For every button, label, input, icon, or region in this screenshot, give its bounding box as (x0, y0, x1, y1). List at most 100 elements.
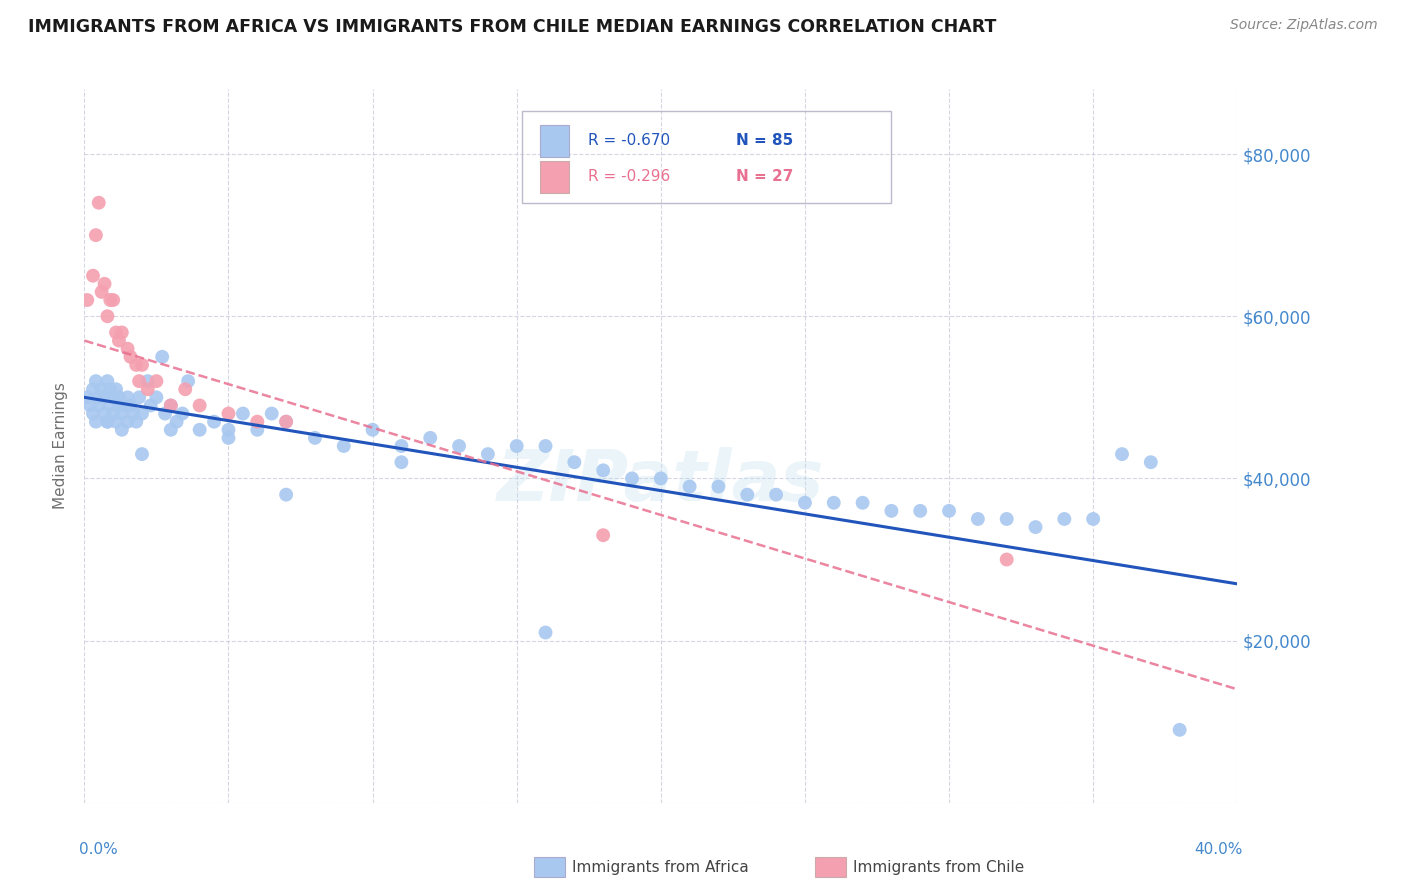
Point (995, 552, 1018, 566)
Point (125, 415, 148, 429)
Point (103, 407, 124, 421)
Point (96, 374, 118, 388)
Point (139, 399, 162, 413)
Point (108, 390, 131, 404)
Point (136, 374, 159, 388)
Bar (540, 125, 568, 157)
Point (82, 268, 104, 283)
Point (82, 382, 104, 396)
Text: 40.0%: 40.0% (1195, 842, 1243, 857)
Point (1111, 447, 1133, 461)
Point (391, 439, 413, 453)
Point (120, 350, 142, 364)
Point (96, 310, 118, 324)
Text: R = -0.296: R = -0.296 (588, 169, 671, 184)
Text: Immigrants from Africa: Immigrants from Africa (572, 860, 749, 874)
Point (276, 488, 298, 502)
Point (794, 496, 817, 510)
Point (276, 415, 298, 429)
Point (87, 390, 110, 404)
Bar (540, 161, 568, 193)
Point (679, 479, 702, 493)
Point (650, 471, 672, 485)
Point (82, 407, 104, 421)
Text: N = 85: N = 85 (735, 134, 793, 148)
Point (117, 342, 139, 356)
Bar (523, 111, 891, 203)
Point (188, 423, 211, 437)
Point (188, 399, 211, 413)
Point (117, 415, 139, 429)
Point (98, 399, 121, 413)
Point (153, 407, 176, 421)
Point (105, 382, 128, 396)
Point (87, 399, 110, 413)
Point (232, 407, 254, 421)
Point (419, 431, 441, 445)
Point (391, 455, 413, 469)
Point (765, 488, 787, 502)
Point (111, 423, 134, 437)
Point (938, 504, 960, 518)
Point (96, 415, 118, 429)
Point (87, 195, 110, 210)
Point (125, 358, 148, 372)
Point (84, 415, 107, 429)
Point (105, 415, 128, 429)
Text: R = -0.670: R = -0.670 (588, 134, 671, 148)
Point (84, 374, 107, 388)
Point (160, 423, 183, 437)
Point (150, 350, 173, 364)
Point (737, 488, 759, 502)
Point (98, 293, 121, 307)
Point (449, 439, 471, 453)
Y-axis label: Median Earnings: Median Earnings (53, 383, 69, 509)
Point (276, 415, 298, 429)
Text: 0.0%: 0.0% (79, 842, 117, 857)
Point (477, 447, 499, 461)
Point (172, 407, 194, 421)
Point (506, 439, 529, 453)
Point (707, 479, 730, 493)
Point (105, 326, 128, 340)
Point (260, 407, 283, 421)
Point (90, 285, 112, 299)
Point (246, 415, 269, 429)
Point (76, 293, 98, 307)
Point (131, 407, 153, 421)
Text: Source: ZipAtlas.com: Source: ZipAtlas.com (1230, 18, 1378, 32)
Point (131, 447, 153, 461)
Point (93, 277, 115, 291)
Point (1168, 723, 1191, 737)
Point (93, 407, 115, 421)
Point (114, 399, 136, 413)
Point (202, 415, 225, 429)
Point (621, 471, 644, 485)
Point (333, 439, 356, 453)
Point (246, 423, 269, 437)
Point (90, 382, 112, 396)
Point (111, 407, 134, 421)
Point (108, 399, 131, 413)
Point (534, 625, 557, 640)
Point (145, 390, 167, 404)
Point (96, 415, 118, 429)
Point (967, 512, 990, 526)
Point (592, 463, 614, 477)
Point (880, 504, 903, 518)
Point (1053, 512, 1076, 526)
Point (111, 326, 134, 340)
Point (995, 512, 1018, 526)
Point (122, 407, 145, 421)
Point (160, 399, 183, 413)
Point (218, 431, 240, 445)
Point (145, 374, 167, 388)
Point (361, 423, 384, 437)
Point (108, 334, 131, 348)
Text: ZIPatlas: ZIPatlas (498, 447, 824, 516)
Point (84, 228, 107, 243)
Point (120, 399, 142, 413)
Point (564, 455, 586, 469)
Point (117, 390, 139, 404)
Point (76, 390, 98, 404)
